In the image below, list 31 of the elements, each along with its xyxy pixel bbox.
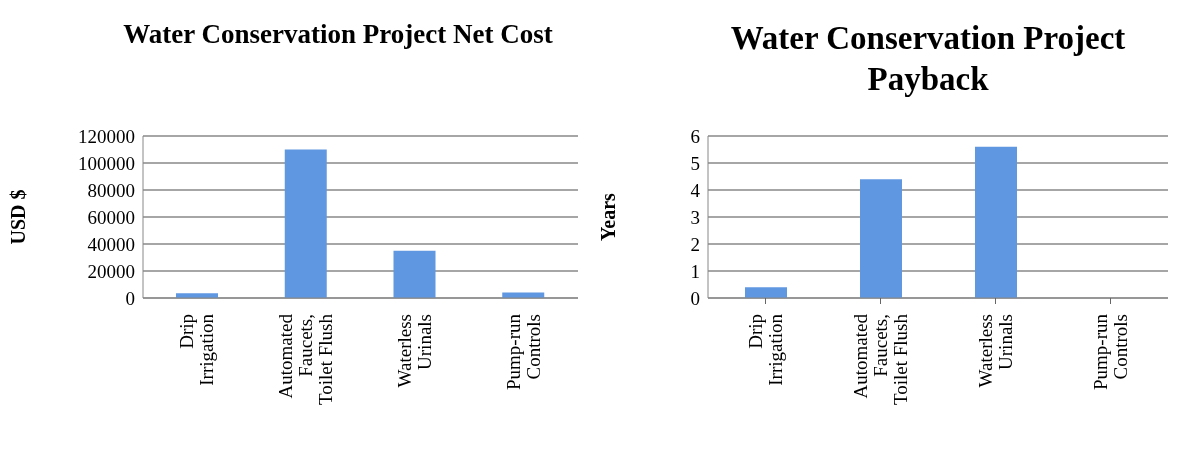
y-tick-label: 100000 — [78, 152, 135, 174]
y-tick-label: 0 — [125, 287, 135, 309]
y-tick-label: 20000 — [87, 260, 135, 282]
x-tick-label: Waterless Urinals — [974, 314, 1016, 388]
bar — [284, 149, 327, 298]
y-tick-label: 4 — [690, 179, 701, 201]
y-tick-label: 60000 — [87, 206, 135, 228]
y-tick-label: 5 — [690, 152, 700, 174]
bar — [860, 179, 902, 298]
x-tick-label: Automated Faucets, Toilet Flush — [849, 313, 911, 406]
y-tick-label: 6 — [690, 125, 700, 147]
y-tick-label: 120000 — [78, 125, 135, 147]
y-tick-label: 80000 — [87, 179, 135, 201]
y-tick-label: 40000 — [87, 233, 135, 255]
bar — [393, 250, 436, 298]
y-tick-label: 0 — [690, 287, 700, 309]
y-axis-title: Years — [597, 192, 620, 241]
y-axis-title: USD $ — [7, 189, 30, 245]
bar — [745, 287, 787, 298]
x-tick-label: Automated Faucets, Toilet Flush — [275, 313, 337, 406]
x-tick-label: Drip Irrigation — [176, 313, 218, 386]
chart-title: Water Conservation Project Net Cost — [123, 19, 553, 49]
x-tick-label: Drip Irrigation — [744, 313, 786, 386]
y-tick-label: 1 — [690, 260, 700, 282]
chart-title: Water Conservation Project Payback — [730, 20, 1126, 98]
x-tick-label: Waterless Urinals — [393, 314, 435, 388]
y-tick-label: 3 — [690, 206, 700, 228]
bar — [975, 146, 1017, 298]
x-tick-label: Pump-run Controls — [1089, 313, 1131, 390]
y-tick-label: 2 — [690, 233, 700, 255]
x-tick-label: Pump-run Controls — [502, 313, 544, 390]
